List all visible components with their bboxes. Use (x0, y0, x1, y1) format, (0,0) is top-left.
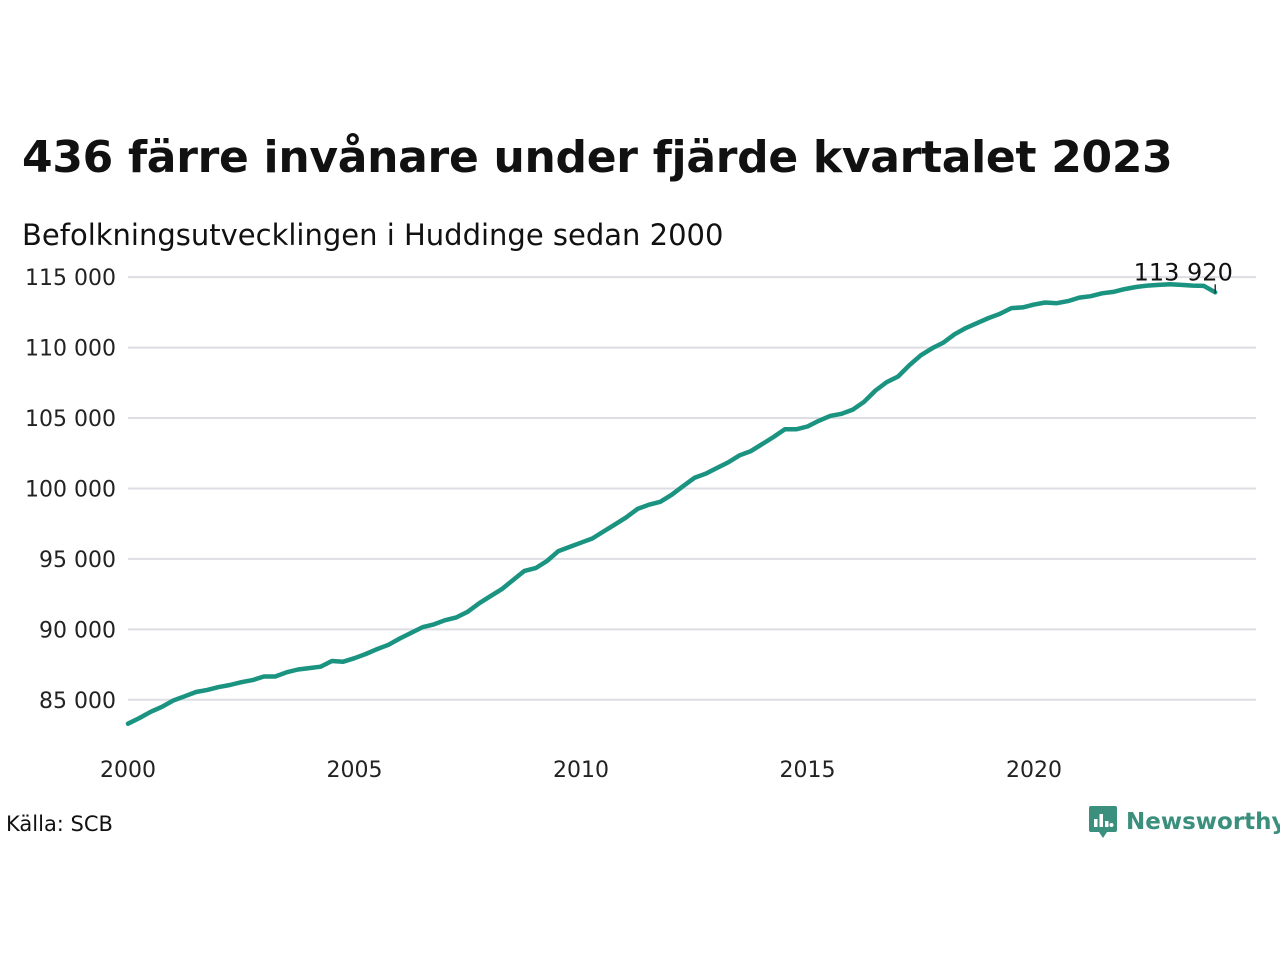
y-tick-label: 85 000 (39, 689, 116, 714)
brand-name: Newsworthy (1126, 809, 1280, 835)
y-tick-label: 95 000 (39, 548, 116, 573)
newsworthy-brand: Newsworthy (1088, 804, 1280, 840)
x-tick-label: 2000 (100, 758, 156, 783)
end-value-label: 113 920 (1134, 258, 1233, 286)
y-tick-label: 110 000 (25, 337, 116, 362)
x-axis-tick-labels: 2000 2005 2010 2015 2020 (100, 758, 1062, 783)
population-line (125, 281, 1218, 726)
y-axis-tick-labels: 85 000 90 000 95 000 100 000 105 000 110 000 1… (25, 266, 116, 714)
y-tick-label: 100 000 (25, 477, 116, 502)
y-tick-label: 90 000 (39, 618, 116, 643)
x-tick-label: 2015 (780, 758, 836, 783)
x-tick-label: 2010 (553, 758, 609, 783)
chart-title: 436 färre invånare under fjärde kvartale… (22, 132, 1173, 183)
x-tick-label: 2005 (327, 758, 383, 783)
grid-lines (128, 276, 1256, 701)
source-note: Källa: SCB (6, 812, 113, 836)
chart-subtitle: Befolkningsutvecklingen i Huddinge sedan… (22, 218, 724, 252)
y-tick-label: 105 000 (25, 407, 116, 432)
newsworthy-logo-icon (1089, 806, 1117, 838)
x-tick-label: 2020 (1006, 758, 1062, 783)
y-tick-label: 115 000 (25, 266, 116, 291)
